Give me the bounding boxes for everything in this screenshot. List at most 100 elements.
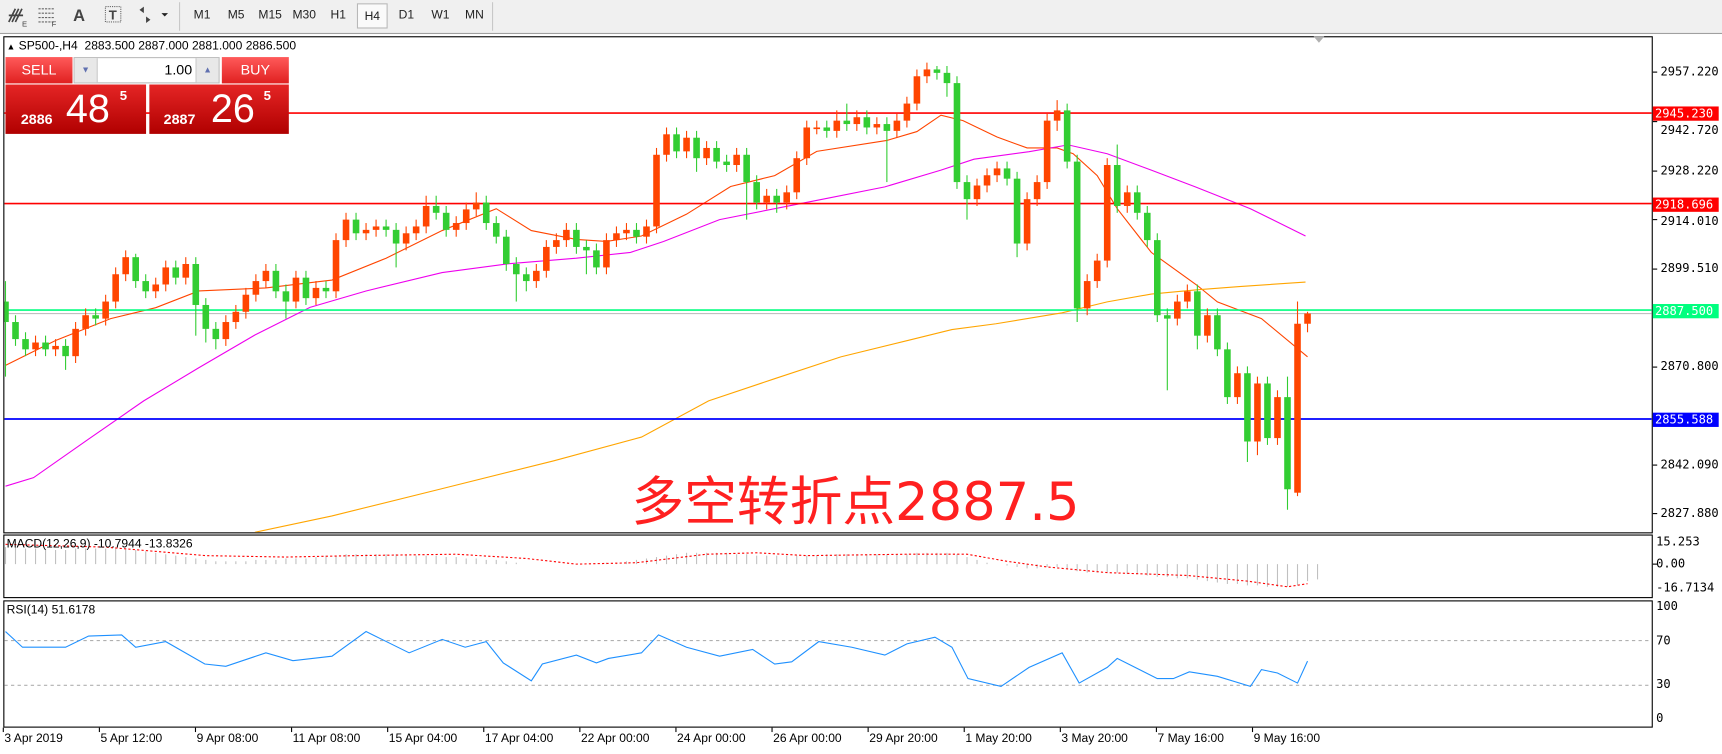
time-axis-label: 29 Apr 20:00 — [869, 732, 938, 746]
candle-bearish — [823, 127, 831, 131]
candle-bullish — [1254, 383, 1261, 442]
price-plot — [4, 62, 1652, 533]
candle-bullish — [1043, 120, 1051, 183]
candle-bearish — [953, 83, 961, 183]
candle-bullish — [102, 301, 109, 319]
candle-bearish — [302, 277, 310, 299]
time-axis-label: 9 Apr 08:00 — [196, 732, 259, 746]
lot-decrease-icon[interactable]: ▼ — [74, 58, 98, 83]
candle-bearish — [743, 154, 750, 183]
rsi-panel[interactable] — [3, 600, 1653, 728]
candle-bullish — [663, 134, 670, 155]
candle-bullish — [112, 274, 119, 302]
candle-bearish — [943, 72, 951, 84]
candle-bearish — [1214, 315, 1221, 350]
timeframe-m5[interactable]: M5 — [227, 8, 245, 22]
timeframe-h4[interactable]: H4 — [356, 3, 388, 29]
candle-bullish — [32, 342, 39, 350]
sell-price-sup: 5 — [119, 87, 128, 104]
candle-bullish — [533, 270, 540, 282]
text-icon[interactable]: A — [73, 6, 86, 26]
time-axis-label: 17 Apr 04:00 — [484, 732, 554, 746]
timeframe-h1[interactable]: H1 — [330, 8, 346, 22]
macd-axis-label: 0.00 — [1656, 556, 1686, 571]
candle-bullish — [452, 223, 460, 230]
buy-button[interactable]: BUY — [221, 57, 289, 84]
candle-bullish — [372, 226, 380, 230]
candle-bullish — [993, 168, 1001, 176]
timeframe-mn[interactable]: MN — [465, 8, 484, 22]
candle-bearish — [673, 134, 680, 152]
candle-bullish — [813, 127, 821, 130]
time-axis-label: 11 Apr 08:00 — [292, 732, 361, 746]
timeframe-w1[interactable]: W1 — [431, 8, 450, 22]
candle-bullish — [232, 311, 240, 323]
candle-bearish — [192, 264, 200, 305]
arrows-dropdown-button[interactable] — [134, 3, 171, 28]
candle-bearish — [1113, 165, 1121, 206]
candle-bearish — [573, 229, 580, 247]
candle-bearish — [172, 267, 180, 278]
candle-bullish — [472, 202, 480, 210]
rsi-axis-label: 30 — [1656, 677, 1671, 692]
candle-bearish — [382, 226, 390, 230]
candle-bearish — [1153, 240, 1161, 316]
macd-panel[interactable] — [3, 534, 1653, 599]
candle-bullish — [683, 137, 690, 152]
candle-bearish — [442, 212, 450, 230]
collapse-triangle-icon[interactable]: ▲ — [6, 41, 16, 52]
chart-tools-icon[interactable]: E — [4, 3, 30, 28]
sell-price-big: 48 — [65, 85, 110, 131]
fibonacci-icon[interactable]: F — [34, 3, 60, 28]
macd-label: MACD(12,26,9) -10.7944 -13.8326 — [6, 537, 193, 551]
candle-bearish — [713, 147, 720, 162]
sell-price-button[interactable]: 2886 48 5 — [5, 84, 147, 134]
candle-bearish — [272, 270, 280, 292]
buy-price-button[interactable]: 2887 26 5 — [149, 84, 289, 134]
lot-size-field[interactable]: ▼ 1.00 ▲ — [73, 57, 220, 84]
candle-bearish — [1224, 349, 1231, 398]
sell-button[interactable]: SELL — [5, 57, 73, 84]
candle-bullish — [793, 158, 801, 193]
candle-bullish — [783, 192, 791, 203]
sell-price-prefix: 2886 — [20, 110, 53, 128]
candle-bearish — [723, 161, 730, 166]
text-label-icon[interactable]: T — [101, 3, 125, 28]
rsi-label: RSI(14) 51.6178 — [6, 603, 96, 617]
candle-bullish — [563, 229, 570, 241]
timeframe-m1[interactable]: M1 — [193, 8, 211, 22]
time-axis-label: 3 May 20:00 — [1061, 732, 1128, 746]
lot-increase-icon[interactable]: ▲ — [195, 58, 219, 83]
candle-bullish — [643, 226, 650, 237]
candle-bullish — [903, 103, 911, 121]
candle-bearish — [753, 182, 760, 203]
timeframe-m15[interactable]: M15 — [258, 8, 282, 22]
candle-bearish — [212, 328, 220, 340]
candle-bearish — [322, 287, 330, 292]
timeframe-d1[interactable]: D1 — [398, 8, 415, 22]
candle-bearish — [282, 291, 290, 302]
time-axis-label: 15 Apr 04:00 — [388, 732, 458, 746]
candle-bullish — [1023, 199, 1031, 244]
time-axis-label: 9 May 16:00 — [1253, 732, 1321, 746]
rsi-axis-label: 70 — [1656, 632, 1671, 648]
candle-bullish — [412, 226, 420, 234]
timeframe-m30[interactable]: M30 — [292, 8, 316, 22]
candle-bullish — [462, 209, 470, 224]
candle-bullish — [893, 120, 901, 131]
candle-bearish — [693, 137, 700, 159]
price-axis-label: 2827.880 — [1660, 505, 1719, 521]
lot-size-value[interactable]: 1.00 — [164, 61, 193, 78]
candle-bearish — [502, 236, 510, 265]
candle-bullish — [803, 127, 811, 159]
arrows-icon — [139, 6, 169, 24]
candle-bullish — [222, 322, 230, 340]
moving-average-0 — [5, 114, 1308, 366]
candle-bullish — [913, 76, 921, 104]
rsi-axis-label: 0 — [1656, 711, 1664, 726]
chart-header: ▲ SP500-,H4 2883.500 2887.000 2881.000 2… — [7, 40, 297, 53]
candle-bearish — [843, 120, 851, 125]
candle-bearish — [12, 322, 19, 340]
candle-bullish — [262, 270, 270, 282]
